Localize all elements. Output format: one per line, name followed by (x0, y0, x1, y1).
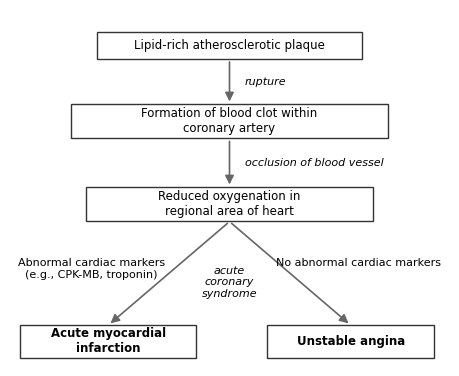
Text: No abnormal cardiac markers: No abnormal cardiac markers (276, 258, 441, 268)
Text: Lipid-rich atherosclerotic plaque: Lipid-rich atherosclerotic plaque (134, 39, 325, 52)
Text: occlusion of blood vessel: occlusion of blood vessel (245, 158, 384, 168)
Text: Acute myocardial
infarction: Acute myocardial infarction (51, 327, 166, 355)
Text: Formation of blood clot within
coronary artery: Formation of blood clot within coronary … (141, 107, 318, 135)
FancyBboxPatch shape (86, 187, 373, 221)
FancyBboxPatch shape (97, 32, 362, 59)
FancyBboxPatch shape (20, 325, 196, 358)
FancyBboxPatch shape (267, 325, 434, 358)
Text: rupture: rupture (245, 77, 286, 86)
Text: acute
coronary
syndrome: acute coronary syndrome (202, 265, 257, 299)
FancyBboxPatch shape (71, 104, 388, 138)
Text: Unstable angina: Unstable angina (297, 335, 405, 348)
Text: Abnormal cardiac markers
(e.g., CPK-MB, troponin): Abnormal cardiac markers (e.g., CPK-MB, … (18, 258, 165, 280)
Text: Reduced oxygenation in
regional area of heart: Reduced oxygenation in regional area of … (158, 190, 301, 218)
